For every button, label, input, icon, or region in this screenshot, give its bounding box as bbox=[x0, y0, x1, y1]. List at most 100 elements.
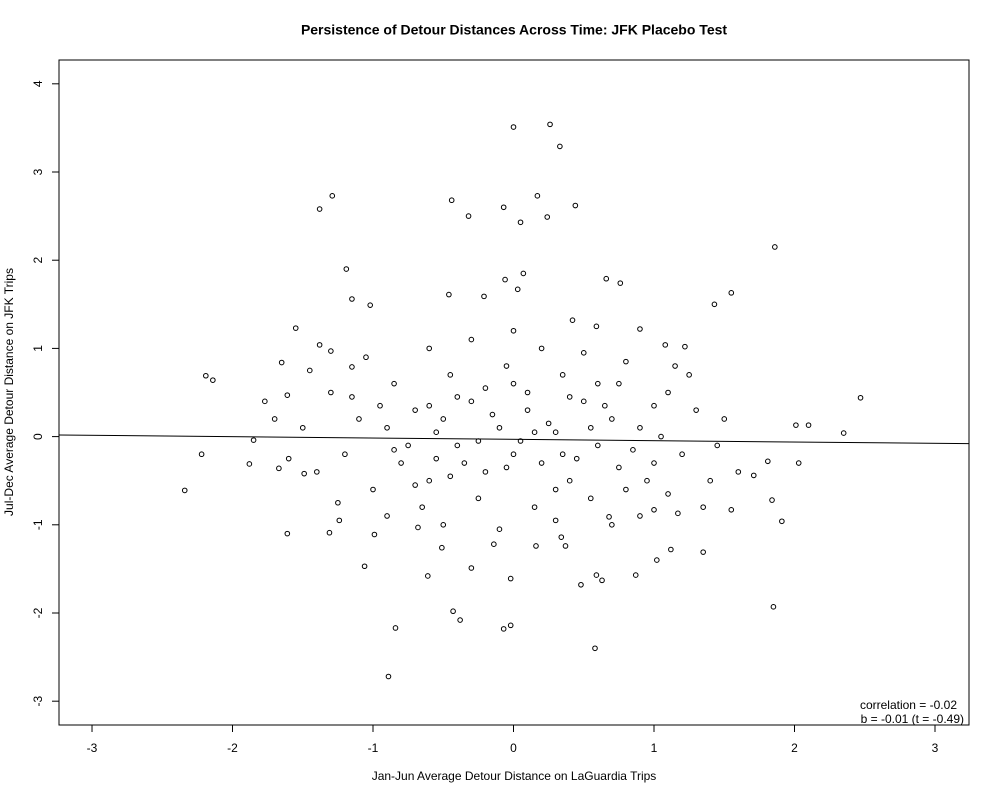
point bbox=[210, 377, 216, 383]
point bbox=[250, 437, 257, 443]
point bbox=[769, 497, 775, 503]
point bbox=[700, 504, 706, 510]
point bbox=[439, 544, 445, 551]
point bbox=[711, 301, 718, 308]
point bbox=[510, 451, 517, 458]
point bbox=[559, 451, 566, 458]
point bbox=[363, 354, 369, 361]
x-tick-label: -2 bbox=[227, 741, 238, 755]
point bbox=[398, 460, 404, 466]
point bbox=[533, 543, 539, 549]
point bbox=[349, 364, 355, 370]
y-tick-label: 1 bbox=[31, 345, 45, 352]
point bbox=[314, 469, 320, 475]
point bbox=[772, 244, 778, 250]
point bbox=[524, 389, 531, 396]
point bbox=[595, 380, 601, 387]
point bbox=[450, 608, 456, 615]
point bbox=[558, 534, 565, 540]
point bbox=[482, 385, 489, 391]
point bbox=[349, 296, 355, 302]
point bbox=[496, 526, 503, 533]
point bbox=[524, 407, 531, 413]
point bbox=[637, 424, 643, 431]
point bbox=[562, 543, 569, 549]
point bbox=[500, 626, 507, 632]
point bbox=[675, 510, 681, 517]
chart-title: Persistence of Detour Distances Across T… bbox=[301, 22, 727, 38]
point bbox=[552, 429, 559, 435]
point bbox=[520, 270, 527, 277]
point bbox=[514, 286, 521, 293]
point bbox=[654, 557, 660, 563]
point bbox=[531, 504, 538, 510]
point bbox=[306, 367, 313, 374]
point bbox=[616, 380, 622, 387]
point bbox=[510, 327, 517, 334]
annotation: b = -0.01 (t = -0.49) bbox=[861, 712, 964, 726]
point bbox=[326, 529, 333, 536]
point bbox=[391, 447, 397, 453]
point bbox=[672, 363, 678, 369]
point bbox=[592, 645, 598, 652]
point bbox=[181, 487, 188, 494]
point bbox=[587, 495, 594, 502]
point bbox=[538, 345, 545, 352]
point bbox=[623, 486, 629, 493]
point bbox=[284, 530, 291, 537]
point bbox=[857, 394, 864, 401]
point bbox=[203, 372, 209, 379]
x-tick-label: 1 bbox=[651, 741, 658, 755]
point bbox=[651, 507, 657, 513]
point bbox=[587, 424, 594, 431]
point bbox=[552, 517, 559, 524]
point bbox=[491, 541, 497, 547]
y-tick-label: -2 bbox=[31, 607, 45, 618]
point bbox=[735, 469, 742, 475]
point bbox=[668, 546, 674, 553]
point bbox=[538, 460, 545, 466]
point bbox=[609, 416, 615, 422]
point bbox=[517, 219, 524, 226]
point bbox=[285, 455, 292, 462]
point bbox=[658, 433, 664, 440]
point bbox=[349, 394, 355, 400]
point bbox=[503, 464, 510, 471]
point bbox=[644, 477, 650, 484]
point bbox=[552, 486, 559, 493]
point bbox=[721, 416, 728, 422]
point bbox=[770, 604, 777, 610]
point bbox=[489, 411, 496, 418]
point bbox=[482, 469, 489, 475]
point bbox=[392, 625, 399, 631]
point bbox=[447, 473, 454, 480]
point bbox=[284, 392, 291, 398]
point bbox=[198, 451, 205, 458]
point bbox=[593, 572, 600, 578]
point bbox=[507, 622, 514, 629]
y-axis-label: Jul-Dec Average Detour Distance on JFK T… bbox=[2, 268, 16, 516]
point bbox=[686, 372, 692, 378]
point bbox=[765, 458, 771, 465]
point bbox=[544, 214, 551, 220]
point bbox=[468, 336, 475, 343]
point bbox=[616, 464, 622, 471]
point bbox=[507, 575, 514, 582]
y-tick-label: 0 bbox=[31, 433, 45, 440]
plot-frame bbox=[58, 59, 970, 726]
point bbox=[377, 402, 383, 409]
point bbox=[714, 442, 721, 449]
point bbox=[517, 438, 524, 444]
point bbox=[665, 491, 671, 497]
point bbox=[617, 280, 624, 286]
point bbox=[335, 499, 341, 506]
point bbox=[370, 486, 376, 493]
point bbox=[457, 617, 463, 623]
point bbox=[367, 302, 374, 308]
point bbox=[682, 343, 688, 350]
point bbox=[412, 482, 418, 488]
point bbox=[500, 204, 507, 211]
point bbox=[446, 291, 452, 298]
point bbox=[510, 380, 517, 387]
point bbox=[580, 398, 587, 405]
